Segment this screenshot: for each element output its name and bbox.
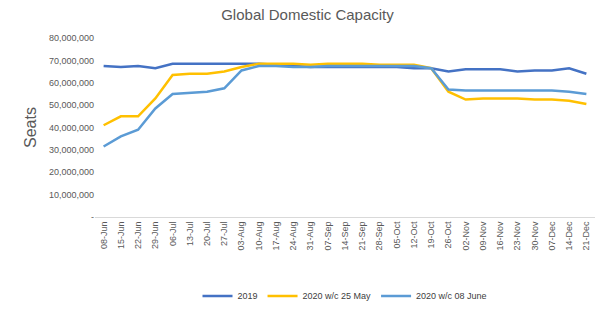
svg-text:03-Aug: 03-Aug (236, 222, 246, 251)
svg-text:10-Aug: 10-Aug (254, 222, 264, 251)
svg-text:23-Nov: 23-Nov (512, 221, 522, 251)
svg-text:10,000,000: 10,000,000 (49, 190, 94, 200)
svg-text:15-Jun: 15-Jun (116, 222, 126, 250)
svg-text:22-Jun: 22-Jun (133, 222, 143, 250)
svg-text:26-Oct: 26-Oct (443, 221, 453, 249)
svg-text:05-Oct: 05-Oct (392, 221, 402, 249)
svg-text:31-Aug: 31-Aug (305, 222, 315, 251)
svg-text:24-Aug: 24-Aug (288, 222, 298, 251)
svg-text:20-Jul: 20-Jul (202, 222, 212, 247)
svg-text:21-Sep: 21-Sep (357, 222, 367, 251)
svg-text:29-Jun: 29-Jun (150, 222, 160, 250)
svg-text:27-Jul: 27-Jul (219, 222, 229, 247)
svg-text:Global Domestic Capacity: Global Domestic Capacity (221, 6, 394, 23)
svg-text:02-Nov: 02-Nov (461, 221, 471, 251)
svg-text:07-Dec: 07-Dec (547, 221, 557, 251)
svg-text:07-Sep: 07-Sep (323, 222, 333, 251)
svg-text:19-Oct: 19-Oct (426, 221, 436, 249)
svg-text:80,000,000: 80,000,000 (49, 33, 94, 43)
svg-text:2020 w/c 25 May: 2020 w/c 25 May (303, 291, 372, 301)
svg-text:16-Nov: 16-Nov (495, 221, 505, 251)
svg-text:20,000,000: 20,000,000 (49, 167, 94, 177)
svg-text:-: - (91, 212, 94, 222)
svg-text:17-Aug: 17-Aug (271, 222, 281, 251)
svg-text:12-Oct: 12-Oct (409, 221, 419, 249)
svg-text:2020 w/c 08 June: 2020 w/c 08 June (416, 291, 487, 301)
svg-text:60,000,000: 60,000,000 (49, 78, 94, 88)
svg-text:21-Dec: 21-Dec (581, 221, 591, 251)
svg-text:30-Nov: 30-Nov (530, 221, 540, 251)
svg-text:14-Dec: 14-Dec (564, 221, 574, 251)
svg-text:08-Jun: 08-Jun (99, 222, 109, 250)
svg-text:Seats: Seats (22, 107, 39, 148)
svg-text:14-Sep: 14-Sep (340, 222, 350, 251)
svg-text:40,000,000: 40,000,000 (49, 123, 94, 133)
svg-text:28-Sep: 28-Sep (374, 222, 384, 251)
svg-text:09-Nov: 09-Nov (478, 221, 488, 251)
svg-text:06-Jul: 06-Jul (168, 222, 178, 247)
svg-text:30,000,000: 30,000,000 (49, 145, 94, 155)
svg-text:70,000,000: 70,000,000 (49, 56, 94, 66)
svg-text:50,000,000: 50,000,000 (49, 100, 94, 110)
svg-text:13-Jul: 13-Jul (185, 222, 195, 247)
svg-text:2019: 2019 (238, 291, 258, 301)
